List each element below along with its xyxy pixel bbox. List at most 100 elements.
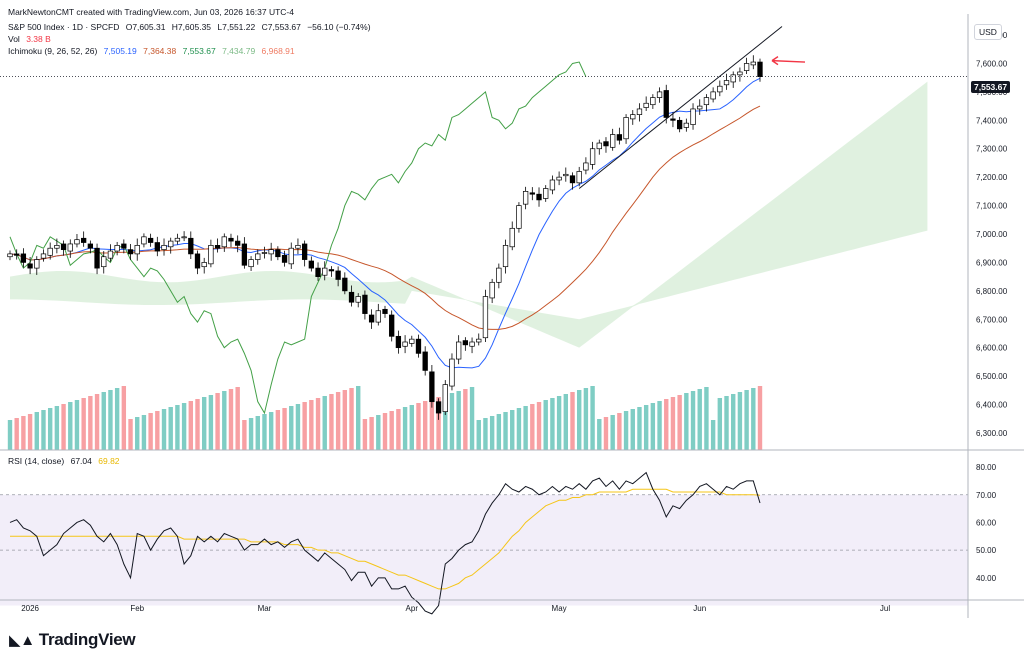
price-tick-label: 6,400.00	[976, 401, 1008, 410]
candle-body	[583, 162, 589, 171]
candle-body	[87, 243, 94, 249]
ichimoku-senkou-b-value: 6,968.91	[261, 46, 295, 56]
candle-body	[368, 314, 375, 323]
volume-bar	[530, 404, 535, 450]
candle-body	[469, 341, 475, 347]
price-tick-label: 6,600.00	[976, 344, 1008, 353]
volume-bar	[476, 420, 481, 450]
volume-bar	[201, 397, 207, 450]
volume-bar	[536, 402, 542, 450]
candle-body	[375, 310, 381, 323]
volume-bar	[550, 398, 555, 450]
volume-bar	[684, 393, 689, 450]
volume-bar	[670, 397, 676, 450]
candle-body	[67, 243, 73, 252]
author-line: MarkNewtonCMT created with TradingView.c…	[8, 7, 298, 18]
volume-bar	[523, 406, 528, 450]
candle-body	[201, 262, 207, 268]
price-tick-label: 6,900.00	[976, 258, 1008, 267]
rsi-value: 67.04	[70, 456, 92, 466]
candle-body	[382, 308, 388, 314]
volume-bars	[7, 386, 763, 450]
volume-bar	[94, 394, 100, 450]
volume-bar	[161, 409, 167, 450]
candle-body	[214, 245, 221, 249]
candle-body	[27, 263, 33, 269]
volume-bar	[54, 406, 60, 450]
ichimoku-legend[interactable]: Ichimoku (9, 26, 52, 26) 7,505.19 7,364.…	[8, 46, 299, 57]
candle-body	[690, 108, 696, 125]
volume-bar	[597, 419, 602, 450]
volume-bar	[570, 392, 575, 450]
candle-body	[610, 134, 616, 148]
rsi-legend[interactable]: RSI (14, close) 67.04 69.82	[8, 456, 124, 467]
last-price-tag: 7,553.67	[971, 81, 1011, 93]
symbol-name[interactable]: S&P 500 Index · 1D · SPCFD	[8, 22, 120, 32]
candle-body	[301, 243, 308, 260]
volume-bar	[289, 406, 294, 450]
candle-body	[449, 358, 455, 387]
volume-bar	[356, 386, 361, 450]
candle-body	[522, 191, 529, 205]
rsi-line	[9, 471, 761, 615]
candle-body	[261, 252, 268, 254]
tradingview-logo[interactable]: ◣▲ TradingView	[9, 630, 136, 650]
ohlc-close: C7,553.67	[261, 22, 301, 32]
candle-body	[730, 74, 736, 83]
volume-bar	[422, 401, 428, 450]
candle-body	[114, 245, 120, 252]
candle-body	[670, 118, 676, 121]
candle-body	[81, 237, 87, 243]
candle-body	[636, 108, 643, 115]
candle-body	[643, 102, 649, 108]
candles[interactable]	[7, 55, 763, 420]
rsi-pane[interactable]	[0, 471, 968, 615]
volume-bar	[7, 420, 13, 450]
volume-bar	[362, 419, 368, 450]
volume-bar	[309, 400, 314, 450]
volume-bar	[637, 407, 642, 450]
candle-body	[603, 141, 609, 147]
volume-bar	[121, 386, 127, 450]
currency-button[interactable]: USD	[974, 24, 1002, 40]
candle-body	[275, 249, 281, 258]
candle-body	[442, 384, 448, 412]
volume-bar	[710, 420, 716, 450]
candle-body	[47, 247, 53, 256]
volume-bar	[302, 402, 307, 450]
volume-bar	[489, 416, 495, 450]
volume-bar	[282, 408, 287, 450]
volume-bar	[61, 404, 66, 450]
candle-body	[355, 296, 361, 303]
volume-bar	[34, 412, 39, 450]
volume-bar	[630, 409, 635, 450]
candle-body	[663, 90, 669, 118]
candle-body	[529, 192, 535, 195]
volume-bar	[41, 410, 46, 450]
candle-body	[134, 245, 140, 255]
volume-bar	[443, 395, 448, 450]
candle-body	[295, 245, 301, 249]
price-tick-label: 7,200.00	[976, 173, 1008, 182]
volume-bar	[195, 399, 200, 450]
candle-body	[288, 247, 294, 265]
volume-bar	[228, 389, 234, 450]
candle-body	[268, 249, 274, 255]
volume-legend[interactable]: Vol 3.38 B	[8, 34, 55, 45]
candle-body	[422, 351, 428, 371]
volume-bar	[664, 399, 669, 450]
volume-bar	[74, 400, 80, 450]
symbol-row[interactable]: S&P 500 Index · 1D · SPCFD O7,605.31 H7,…	[8, 22, 375, 33]
volume-bar	[349, 388, 354, 450]
ichimoku-senkou-a-value: 7,434.79	[222, 46, 256, 56]
volume-bar	[744, 390, 749, 450]
volume-bar	[155, 411, 160, 450]
candle-body	[181, 236, 187, 239]
candle-body	[107, 250, 114, 259]
candle-body	[395, 335, 402, 349]
candle-body	[429, 371, 435, 403]
candle-body	[342, 277, 348, 292]
volume-bar	[81, 398, 86, 450]
candle-body	[188, 237, 194, 255]
